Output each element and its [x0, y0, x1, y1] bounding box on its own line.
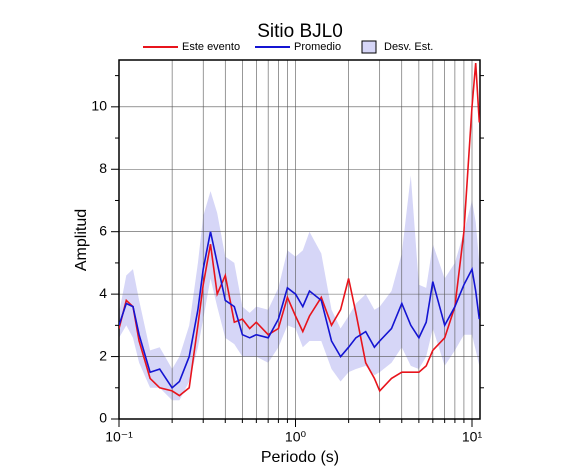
y-tick-label: 2 — [99, 347, 107, 363]
legend-label: Promedio — [294, 41, 341, 53]
y-tick-label: 0 — [99, 410, 107, 426]
legend-label: Desv. Est. — [384, 41, 433, 53]
x-axis-label: Periodo (s) — [261, 449, 339, 466]
y-tick-label: 10 — [91, 98, 107, 114]
y-tick-label: 6 — [99, 222, 107, 238]
series-line — [119, 231, 480, 389]
chart-title: Sitio BJL0 — [257, 21, 343, 42]
x-tick-label: 10¹ — [462, 429, 483, 445]
legend-swatch — [361, 40, 377, 54]
y-tick-label: 8 — [99, 160, 107, 176]
x-tick-label: 10⁻¹ — [105, 429, 133, 445]
plot-frame — [118, 59, 481, 420]
y-tick-label: 4 — [99, 285, 107, 301]
legend-label: Este evento — [182, 41, 240, 53]
x-tick-label: 10⁰ — [285, 429, 307, 445]
y-axis-label: Amplitud — [73, 209, 90, 271]
series-line — [119, 63, 480, 397]
